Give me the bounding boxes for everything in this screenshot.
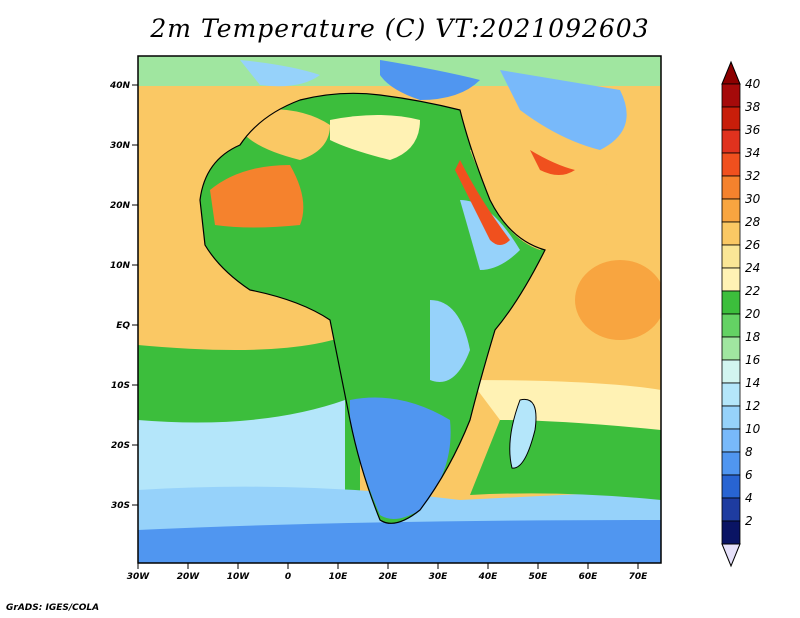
lat-tick-label: 10S: [111, 381, 130, 391]
colorbar-label: 40: [745, 77, 761, 91]
colorbar-label: 22: [745, 284, 760, 298]
colorbar-swatch: [721, 106, 741, 131]
colorbar-swatch: [721, 198, 741, 223]
lat-tick-label: 10N: [110, 261, 131, 271]
colorbar-swatch: [721, 474, 741, 499]
lat-tick-label: EQ: [116, 321, 130, 331]
lon-tick-label: 0: [285, 572, 291, 582]
colorbar-swatch: [721, 359, 741, 384]
colorbar-swatch: [721, 382, 741, 407]
colorbar-label: 30: [745, 192, 761, 206]
colorbar-label: 10: [745, 422, 761, 436]
lon-tick-label: 30W: [127, 572, 151, 582]
colorbar-swatch: [721, 290, 741, 315]
colorbar-swatch: [721, 221, 741, 246]
colorbar-label: 4: [745, 491, 753, 505]
lat-tick-label: 20S: [111, 441, 130, 451]
lat-tick-label: 30S: [111, 501, 130, 511]
colorbar-label: 12: [745, 399, 760, 413]
colorbar-swatch: [721, 497, 741, 522]
colorbar-label: 26: [745, 238, 761, 252]
colorbar-label: 34: [745, 146, 760, 160]
lon-tick-label: 40E: [478, 572, 499, 582]
lon-tick-label: 10W: [227, 572, 251, 582]
map-title: 2m Temperature (C) VT:2021092603: [150, 14, 650, 43]
colorbar-label: 16: [745, 353, 761, 367]
lat-tick-label: 20N: [110, 201, 131, 211]
colorbar-swatch: [721, 175, 741, 200]
colorbar-swatch: [721, 405, 741, 430]
colorbar-label: 24: [745, 261, 760, 275]
lon-tick-label: 30E: [429, 572, 449, 582]
lon-tick-label: 50E: [529, 572, 549, 582]
colorbar-swatch: [721, 267, 741, 292]
colorbar-swatch: [721, 336, 741, 361]
colorbar-swatch: [721, 520, 741, 545]
colorbar-swatch: [721, 244, 741, 269]
credit-text: GrADS: IGES/COLA: [6, 603, 100, 613]
colorbar-label: 6: [745, 468, 753, 482]
africa-coastline: [199, 92, 546, 524]
colorbar-label: 18: [745, 330, 761, 344]
lon-tick-label: 60E: [579, 572, 599, 582]
colorbar-label: 32: [745, 169, 760, 183]
lat-tick-label: 30N: [110, 141, 131, 151]
colorbar-label: 2: [745, 514, 753, 528]
colorbar-label: 14: [745, 376, 760, 390]
latitude-axis: 40N 30N 20N 10N EQ 10S 20S 30S: [109, 81, 138, 511]
temperature-field: [138, 56, 661, 563]
lon-tick-label: 20W: [177, 572, 201, 582]
lon-tick-label: 10E: [329, 572, 349, 582]
colorbar-label: 20: [745, 307, 761, 321]
colorbar-label: 28: [745, 215, 761, 229]
colorbar-bottom-arrow: [721, 543, 741, 568]
colorbar-label: 36: [745, 123, 761, 137]
colorbar-swatch: [721, 152, 741, 177]
longitude-axis: 30W 20W 10W 0 10E 20E 30E 40E 50E 60E 70E: [127, 563, 648, 582]
colorbar-swatch: [721, 83, 741, 108]
map-frame: [137, 55, 662, 564]
colorbar-label: 8: [745, 445, 753, 459]
lon-tick-label: 20E: [379, 572, 399, 582]
colorbar-swatch: [721, 313, 741, 338]
colorbar-label: 38: [745, 100, 761, 114]
lon-tick-label: 70E: [629, 572, 649, 582]
lat-tick-label: 40N: [109, 81, 131, 91]
colorbar-swatch: [721, 451, 741, 476]
colorbar-swatch: [721, 129, 741, 154]
colorbar-top-arrow: [721, 60, 741, 85]
colorbar: 40 38 36 34 32 30 28 26 24 22 20 18 16 14 12 10 8 6 4 2: [721, 60, 761, 568]
colorbar-swatch: [721, 428, 741, 453]
